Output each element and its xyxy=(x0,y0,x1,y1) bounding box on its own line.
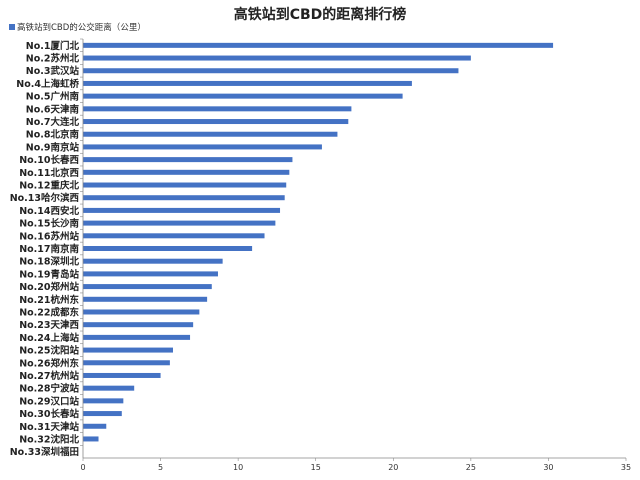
bar-8 xyxy=(83,131,338,137)
legend-swatch xyxy=(9,24,15,30)
bar-31 xyxy=(83,423,107,429)
category-label-23: No.23天津西 xyxy=(19,319,79,331)
category-label-12: No.12重庆北 xyxy=(19,180,79,192)
bar-22 xyxy=(83,309,200,315)
bar-25 xyxy=(83,347,173,353)
bar-1 xyxy=(83,42,554,48)
x-tick-label-6: 30 xyxy=(543,463,553,472)
category-label-4: No.4上海虹桥 xyxy=(16,78,79,90)
category-label-27: No.27杭州站 xyxy=(19,370,79,382)
category-label-3: No.3武汉站 xyxy=(26,65,80,77)
bar-30 xyxy=(83,411,122,417)
x-tick-label-7: 35 xyxy=(621,463,631,472)
bar-11 xyxy=(83,169,290,175)
bars-layer xyxy=(83,42,554,442)
category-label-14: No.14西安北 xyxy=(19,205,79,217)
category-label-2: No.2苏州北 xyxy=(26,53,80,65)
category-labels: No.1厦门北No.2苏州北No.3武汉站No.4上海虹桥No.5广州南No.6… xyxy=(10,40,80,458)
chart-title: 高铁站到CBD的距离排行榜 xyxy=(234,6,407,23)
legend-label: 高铁站到CBD的公交距离（公里） xyxy=(17,22,146,33)
category-label-24: No.24上海站 xyxy=(19,332,79,344)
x-tick-label-4: 20 xyxy=(388,463,398,472)
category-label-8: No.8北京南 xyxy=(26,129,80,141)
bar-9 xyxy=(83,144,322,150)
bar-18 xyxy=(83,258,223,264)
x-tick-label-1: 5 xyxy=(158,463,163,472)
category-label-33: No.33深圳福田 xyxy=(10,446,79,458)
x-tick-label-5: 25 xyxy=(466,463,476,472)
category-label-17: No.17南京南 xyxy=(19,243,79,255)
x-tick-label-2: 10 xyxy=(233,463,243,472)
bar-21 xyxy=(83,296,208,302)
bar-19 xyxy=(83,271,218,277)
category-label-9: No.9南京站 xyxy=(26,141,80,153)
bar-7 xyxy=(83,119,349,125)
bar-17 xyxy=(83,246,253,251)
category-label-21: No.21杭州东 xyxy=(19,294,79,306)
category-label-29: No.29汉口站 xyxy=(19,395,79,407)
bar-28 xyxy=(83,385,135,391)
bar-32 xyxy=(83,436,99,442)
category-label-18: No.18深圳北 xyxy=(19,256,79,268)
bar-3 xyxy=(83,68,459,74)
category-label-31: No.31天津站 xyxy=(19,421,79,433)
category-label-1: No.1厦门北 xyxy=(26,40,80,52)
bar-27 xyxy=(83,372,161,378)
x-axis: 0 5 10 15 20 25 30 35 xyxy=(80,38,631,472)
bar-16 xyxy=(83,233,265,239)
category-label-28: No.28宁波站 xyxy=(19,383,79,395)
bar-14 xyxy=(83,207,281,213)
category-label-16: No.16苏州站 xyxy=(19,230,79,242)
category-label-30: No.30长春站 xyxy=(19,408,79,420)
bar-6 xyxy=(83,106,352,112)
x-tick-label-3: 15 xyxy=(311,463,321,472)
bar-24 xyxy=(83,334,191,340)
bar-23 xyxy=(83,322,194,328)
category-label-5: No.5广州南 xyxy=(26,91,80,103)
category-label-25: No.25沈阳站 xyxy=(19,345,79,357)
bar-15 xyxy=(83,220,276,226)
bar-10 xyxy=(83,157,293,163)
bar-20 xyxy=(83,284,212,290)
category-label-20: No.20郑州站 xyxy=(19,281,79,293)
category-label-11: No.11北京西 xyxy=(19,167,79,179)
x-tick-label-0: 0 xyxy=(80,463,85,472)
category-label-15: No.15长沙南 xyxy=(19,218,79,230)
category-label-7: No.7大连北 xyxy=(26,116,80,128)
category-label-6: No.6天津南 xyxy=(26,103,80,115)
bar-29 xyxy=(83,398,124,404)
bar-5 xyxy=(83,93,403,99)
bar-13 xyxy=(83,195,285,201)
bar-4 xyxy=(83,80,412,86)
category-label-32: No.32沈阳北 xyxy=(19,433,79,445)
category-label-10: No.10长春西 xyxy=(19,154,79,166)
category-label-13: No.13哈尔滨西 xyxy=(10,192,80,204)
bar-12 xyxy=(83,182,287,188)
category-label-22: No.22成都东 xyxy=(19,306,79,318)
bar-26 xyxy=(83,360,170,366)
bar-2 xyxy=(83,55,471,61)
category-label-19: No.19青岛站 xyxy=(19,268,79,280)
category-label-26: No.26郑州东 xyxy=(19,357,79,369)
